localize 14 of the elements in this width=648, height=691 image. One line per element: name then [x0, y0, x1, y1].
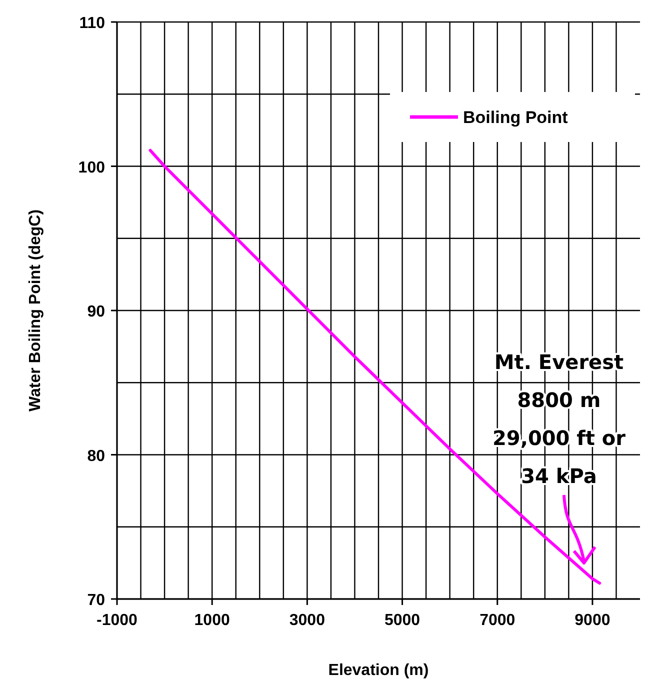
- x-tick-label: 9000: [574, 612, 610, 629]
- y-tick-label: 100: [78, 159, 106, 176]
- x-axis-title: Elevation (m): [328, 662, 429, 679]
- x-tick-label: 3000: [289, 612, 326, 629]
- x-tick-label: -1000: [96, 612, 138, 629]
- y-tick-label: 70: [87, 592, 106, 609]
- legend-label: Boiling Point: [463, 108, 568, 127]
- y-tick-label: 110: [79, 15, 106, 32]
- x-tick-label: 5000: [384, 612, 420, 629]
- y-tick-label: 90: [87, 304, 106, 320]
- y-axis-title: Water Boiling Point (degC): [27, 209, 44, 412]
- x-tick-label: 1000: [194, 612, 230, 629]
- y-tick-label: 80: [87, 448, 106, 465]
- x-tick-label: 7000: [480, 612, 516, 629]
